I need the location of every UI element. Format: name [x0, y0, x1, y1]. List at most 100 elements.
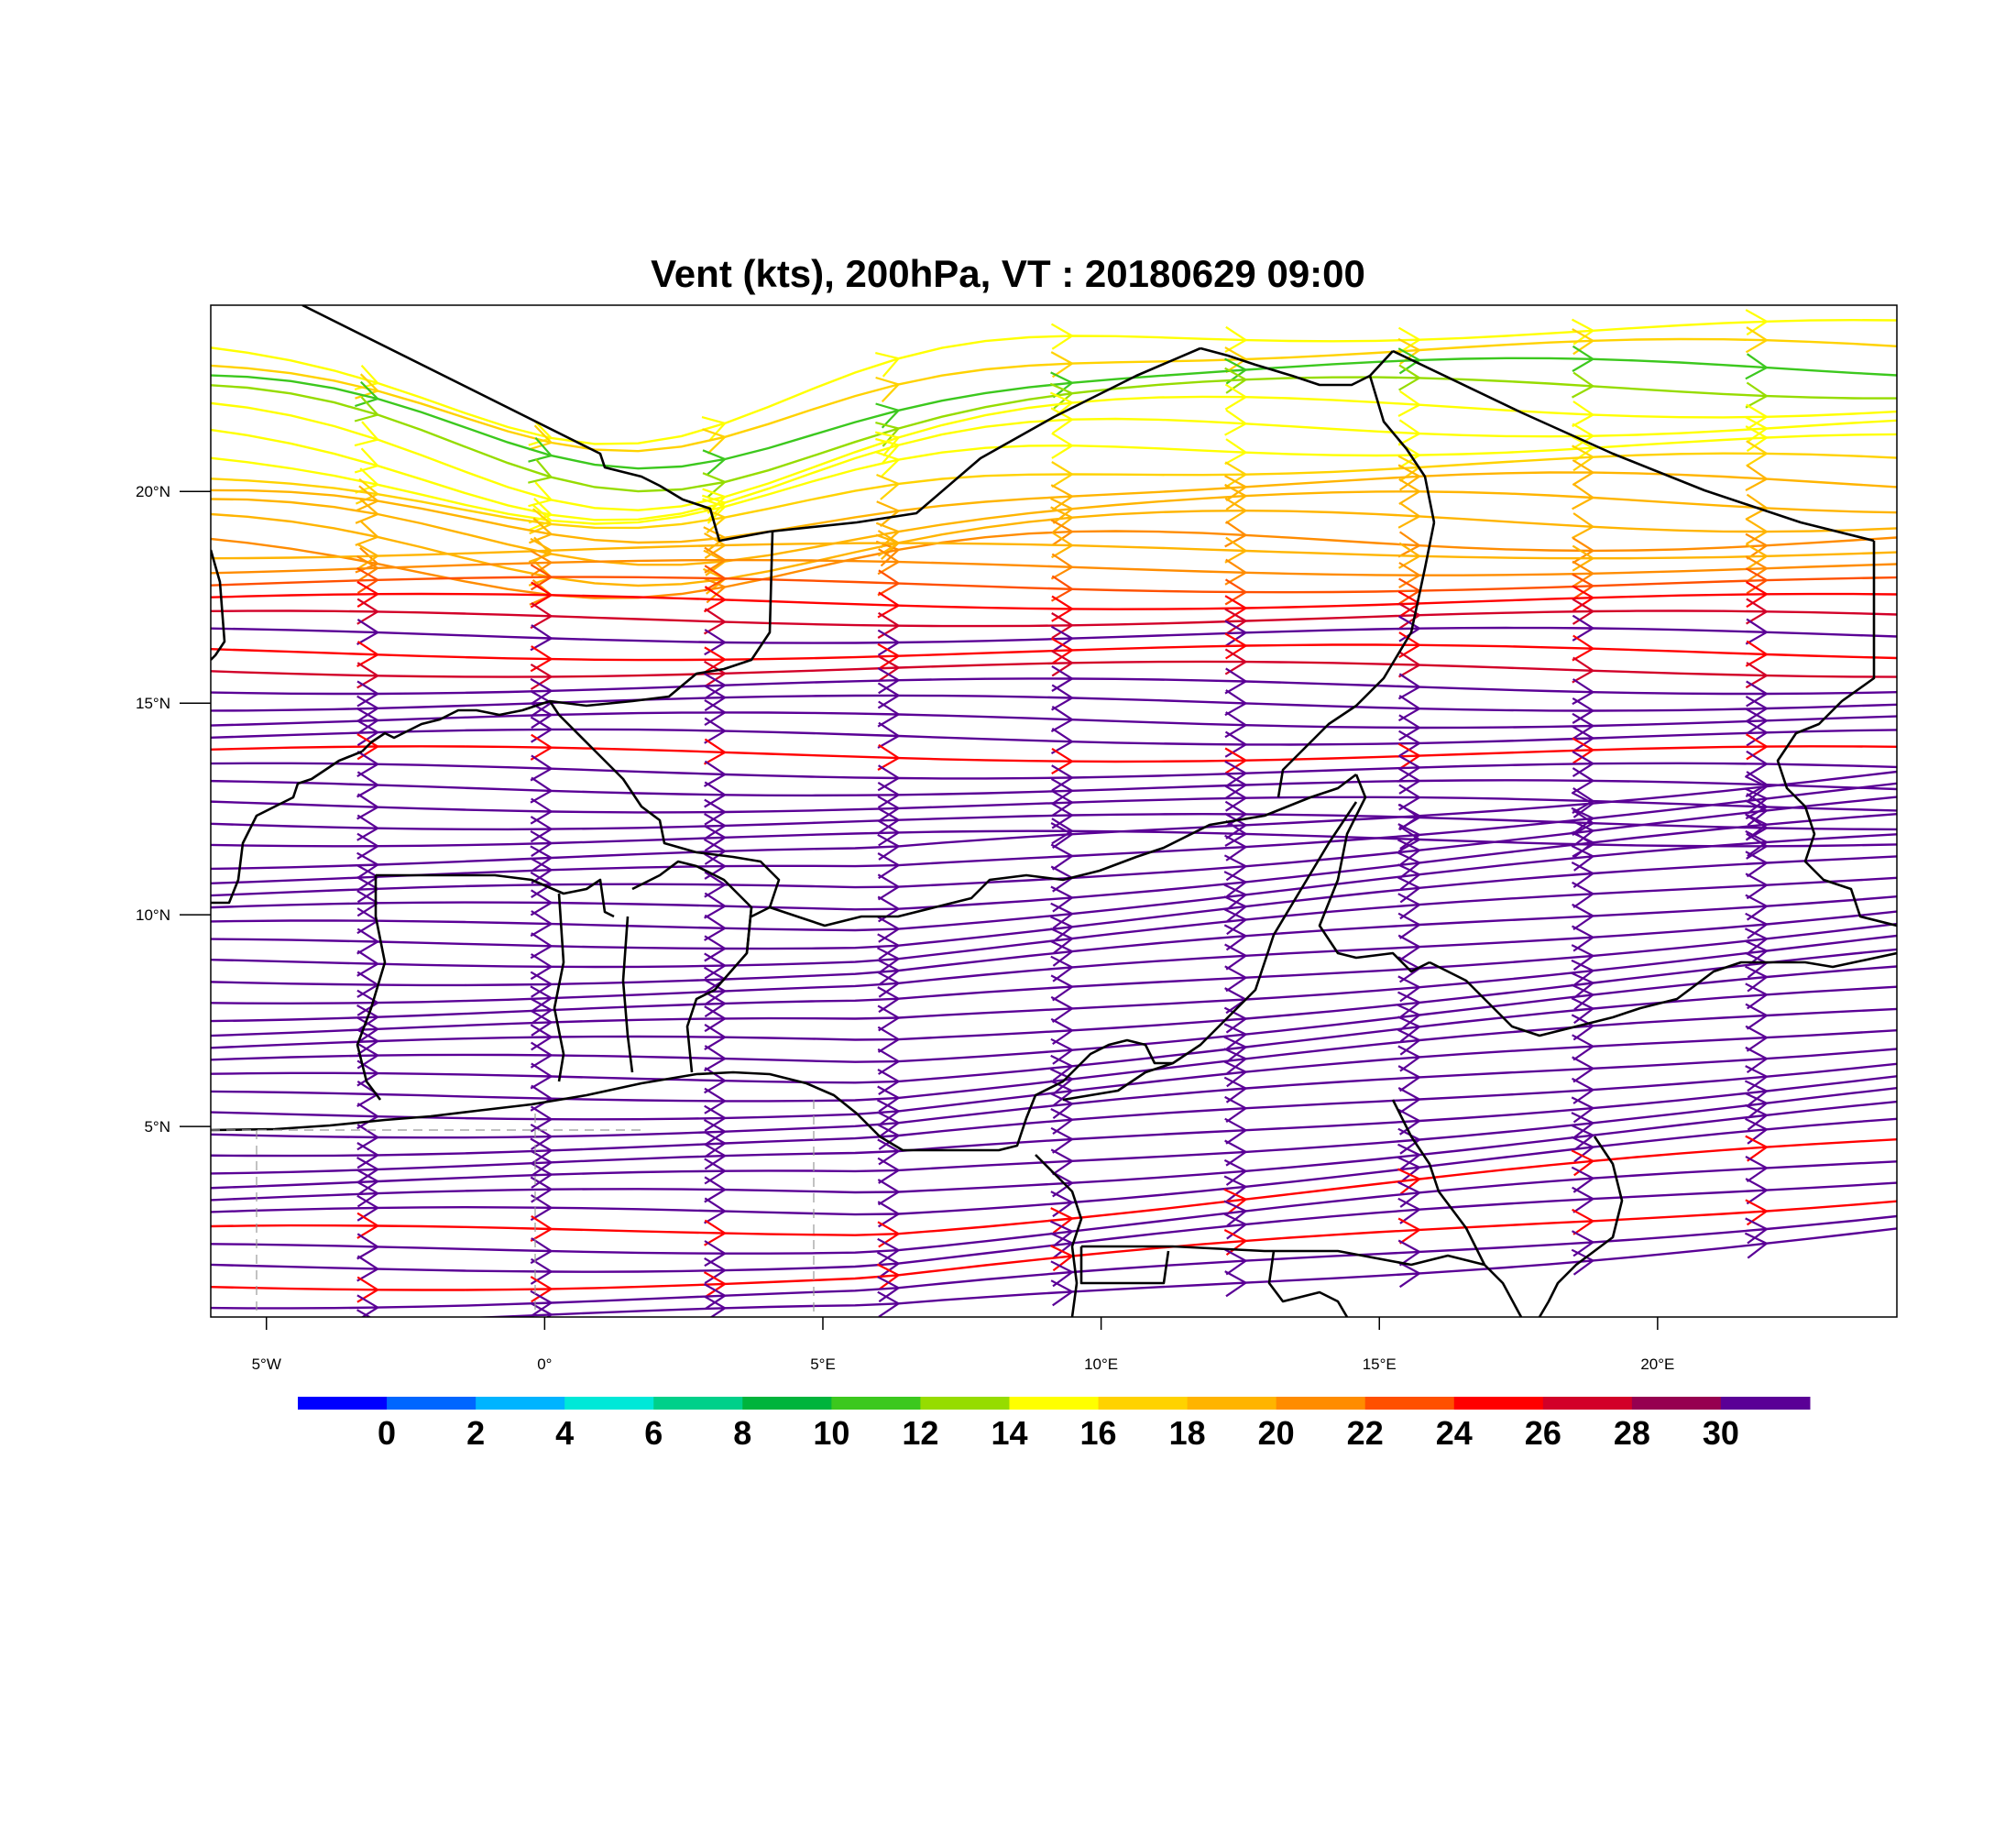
streamline-arrow: [1224, 409, 1248, 436]
streamline-arrow: [1050, 1279, 1075, 1307]
streamline-arrow: [1572, 712, 1595, 740]
streamline-arrow: [703, 586, 728, 613]
border-algeria-niger-libya: [1200, 346, 1394, 387]
streamline-arrow: [1397, 1239, 1422, 1267]
streamline: [211, 433, 1897, 525]
streamline-arrow: [704, 565, 728, 592]
streamline-arrow: [875, 376, 901, 403]
streamline-arrow: [356, 989, 380, 1016]
border-mali-algeria: [301, 305, 1201, 543]
streamline-arrow: [183, 466, 204, 490]
streamline-arrow: [876, 1099, 901, 1126]
streamline-arrow: [1572, 767, 1595, 795]
streamline-arrow: [183, 1274, 204, 1299]
border-ghana-togo: [553, 893, 565, 1082]
colorbar-label: 8: [733, 1414, 751, 1452]
streamline-arrow: [1572, 737, 1595, 764]
streamline-arrow: [183, 1313, 203, 1338]
streamline-arrow: [1051, 612, 1075, 640]
streamline-arrow: [183, 636, 204, 661]
streamline-arrow: [356, 1080, 380, 1108]
streamline-arrow: [1398, 730, 1422, 757]
streamline-arrow: [1397, 825, 1422, 852]
streamline-arrow: [1224, 834, 1248, 862]
streamline-arrow: [184, 927, 204, 951]
streamline-arrow: [704, 1104, 728, 1132]
border-eq-guinea: [1079, 1246, 1170, 1285]
streamline-arrow: [183, 679, 204, 704]
streamline-arrow: [530, 733, 553, 761]
streamline-arrow: [877, 1085, 901, 1113]
colorbar-swatch: [1009, 1397, 1100, 1410]
streamline-arrow: [356, 1142, 380, 1169]
streamline-arrow: [877, 721, 901, 749]
streamline-arrow: [184, 363, 204, 388]
border-burkina-ghana: [376, 873, 615, 918]
streamline: [211, 592, 1897, 610]
streamline-arrow: [1572, 401, 1595, 428]
streamline-arrow: [1397, 991, 1422, 1018]
colorbar-swatch: [920, 1397, 1010, 1410]
streamline: [211, 471, 1897, 544]
streamline: [211, 626, 1897, 644]
colorbar-swatch: [387, 1397, 477, 1410]
streamline-arrow: [704, 1158, 728, 1185]
streamline-arrow: [530, 1062, 553, 1090]
streamline-arrow: [1744, 1232, 1769, 1259]
streamline-arrow: [356, 1169, 380, 1196]
streamline-arrow: [1051, 432, 1075, 459]
streamline-arrow: [1050, 1126, 1075, 1154]
streamline-arrow: [356, 750, 380, 778]
streamline-arrow: [1571, 807, 1595, 834]
wind-streamlines: [183, 309, 1897, 1338]
streamline-arrow: [356, 1233, 380, 1260]
streamline: [211, 1181, 1897, 1273]
streamline-arrow: [183, 574, 204, 598]
streamline-arrow: [1397, 1004, 1422, 1031]
streamline: [211, 1007, 1897, 1103]
border-libya-niger: [1368, 375, 1436, 523]
streamline-arrow: [1571, 862, 1595, 888]
streamline: [211, 417, 1897, 521]
streamline-arrow: [1224, 800, 1248, 828]
streamline-arrow: [1746, 403, 1769, 431]
streamline-arrow: [530, 985, 553, 1013]
streamline-arrow: [1745, 1135, 1769, 1162]
colorbar-label: 18: [1169, 1414, 1206, 1452]
streamline-arrow: [183, 872, 204, 896]
streamline-arrow: [530, 1084, 553, 1112]
streamline-arrow: [1571, 819, 1595, 847]
streamline-arrow: [183, 884, 204, 909]
streamline-arrow: [1571, 1149, 1595, 1177]
streamline-arrow: [1223, 1023, 1248, 1050]
streamline-arrow: [703, 991, 728, 1018]
streamline-arrow: [1744, 1080, 1769, 1107]
streamline-arrow: [1745, 965, 1769, 993]
streamline-arrow: [184, 698, 204, 723]
streamline-arrow: [356, 1124, 380, 1151]
streamline-arrow: [183, 586, 204, 610]
streamline-arrow: [183, 726, 204, 751]
streamline-arrow: [1572, 459, 1595, 487]
streamline-arrow: [356, 543, 380, 570]
streamline-arrow: [183, 738, 204, 763]
streamline-arrow: [1224, 620, 1248, 647]
streamline-arrow: [1223, 871, 1248, 897]
streamline: [211, 395, 1897, 511]
streamline-arrow: [1049, 927, 1075, 954]
graticule-lines: [211, 1100, 815, 1317]
streamline-arrow: [1745, 309, 1769, 336]
streamline-arrow: [1224, 461, 1248, 488]
streamline-arrow: [1050, 1017, 1075, 1046]
streamline-arrow: [877, 548, 901, 576]
streamline-arrow: [1397, 1108, 1422, 1136]
streamline-arrow: [356, 1212, 380, 1239]
streamline-arrow: [1050, 916, 1075, 943]
streamline-arrow: [530, 1009, 553, 1037]
streamline-arrow: [356, 1294, 380, 1317]
streamline: [211, 948, 1897, 1049]
streamline: [211, 643, 1897, 662]
streamline-arrow: [183, 1121, 204, 1146]
streamline-arrow: [1745, 567, 1769, 595]
streamline-arrow: [1745, 793, 1769, 820]
